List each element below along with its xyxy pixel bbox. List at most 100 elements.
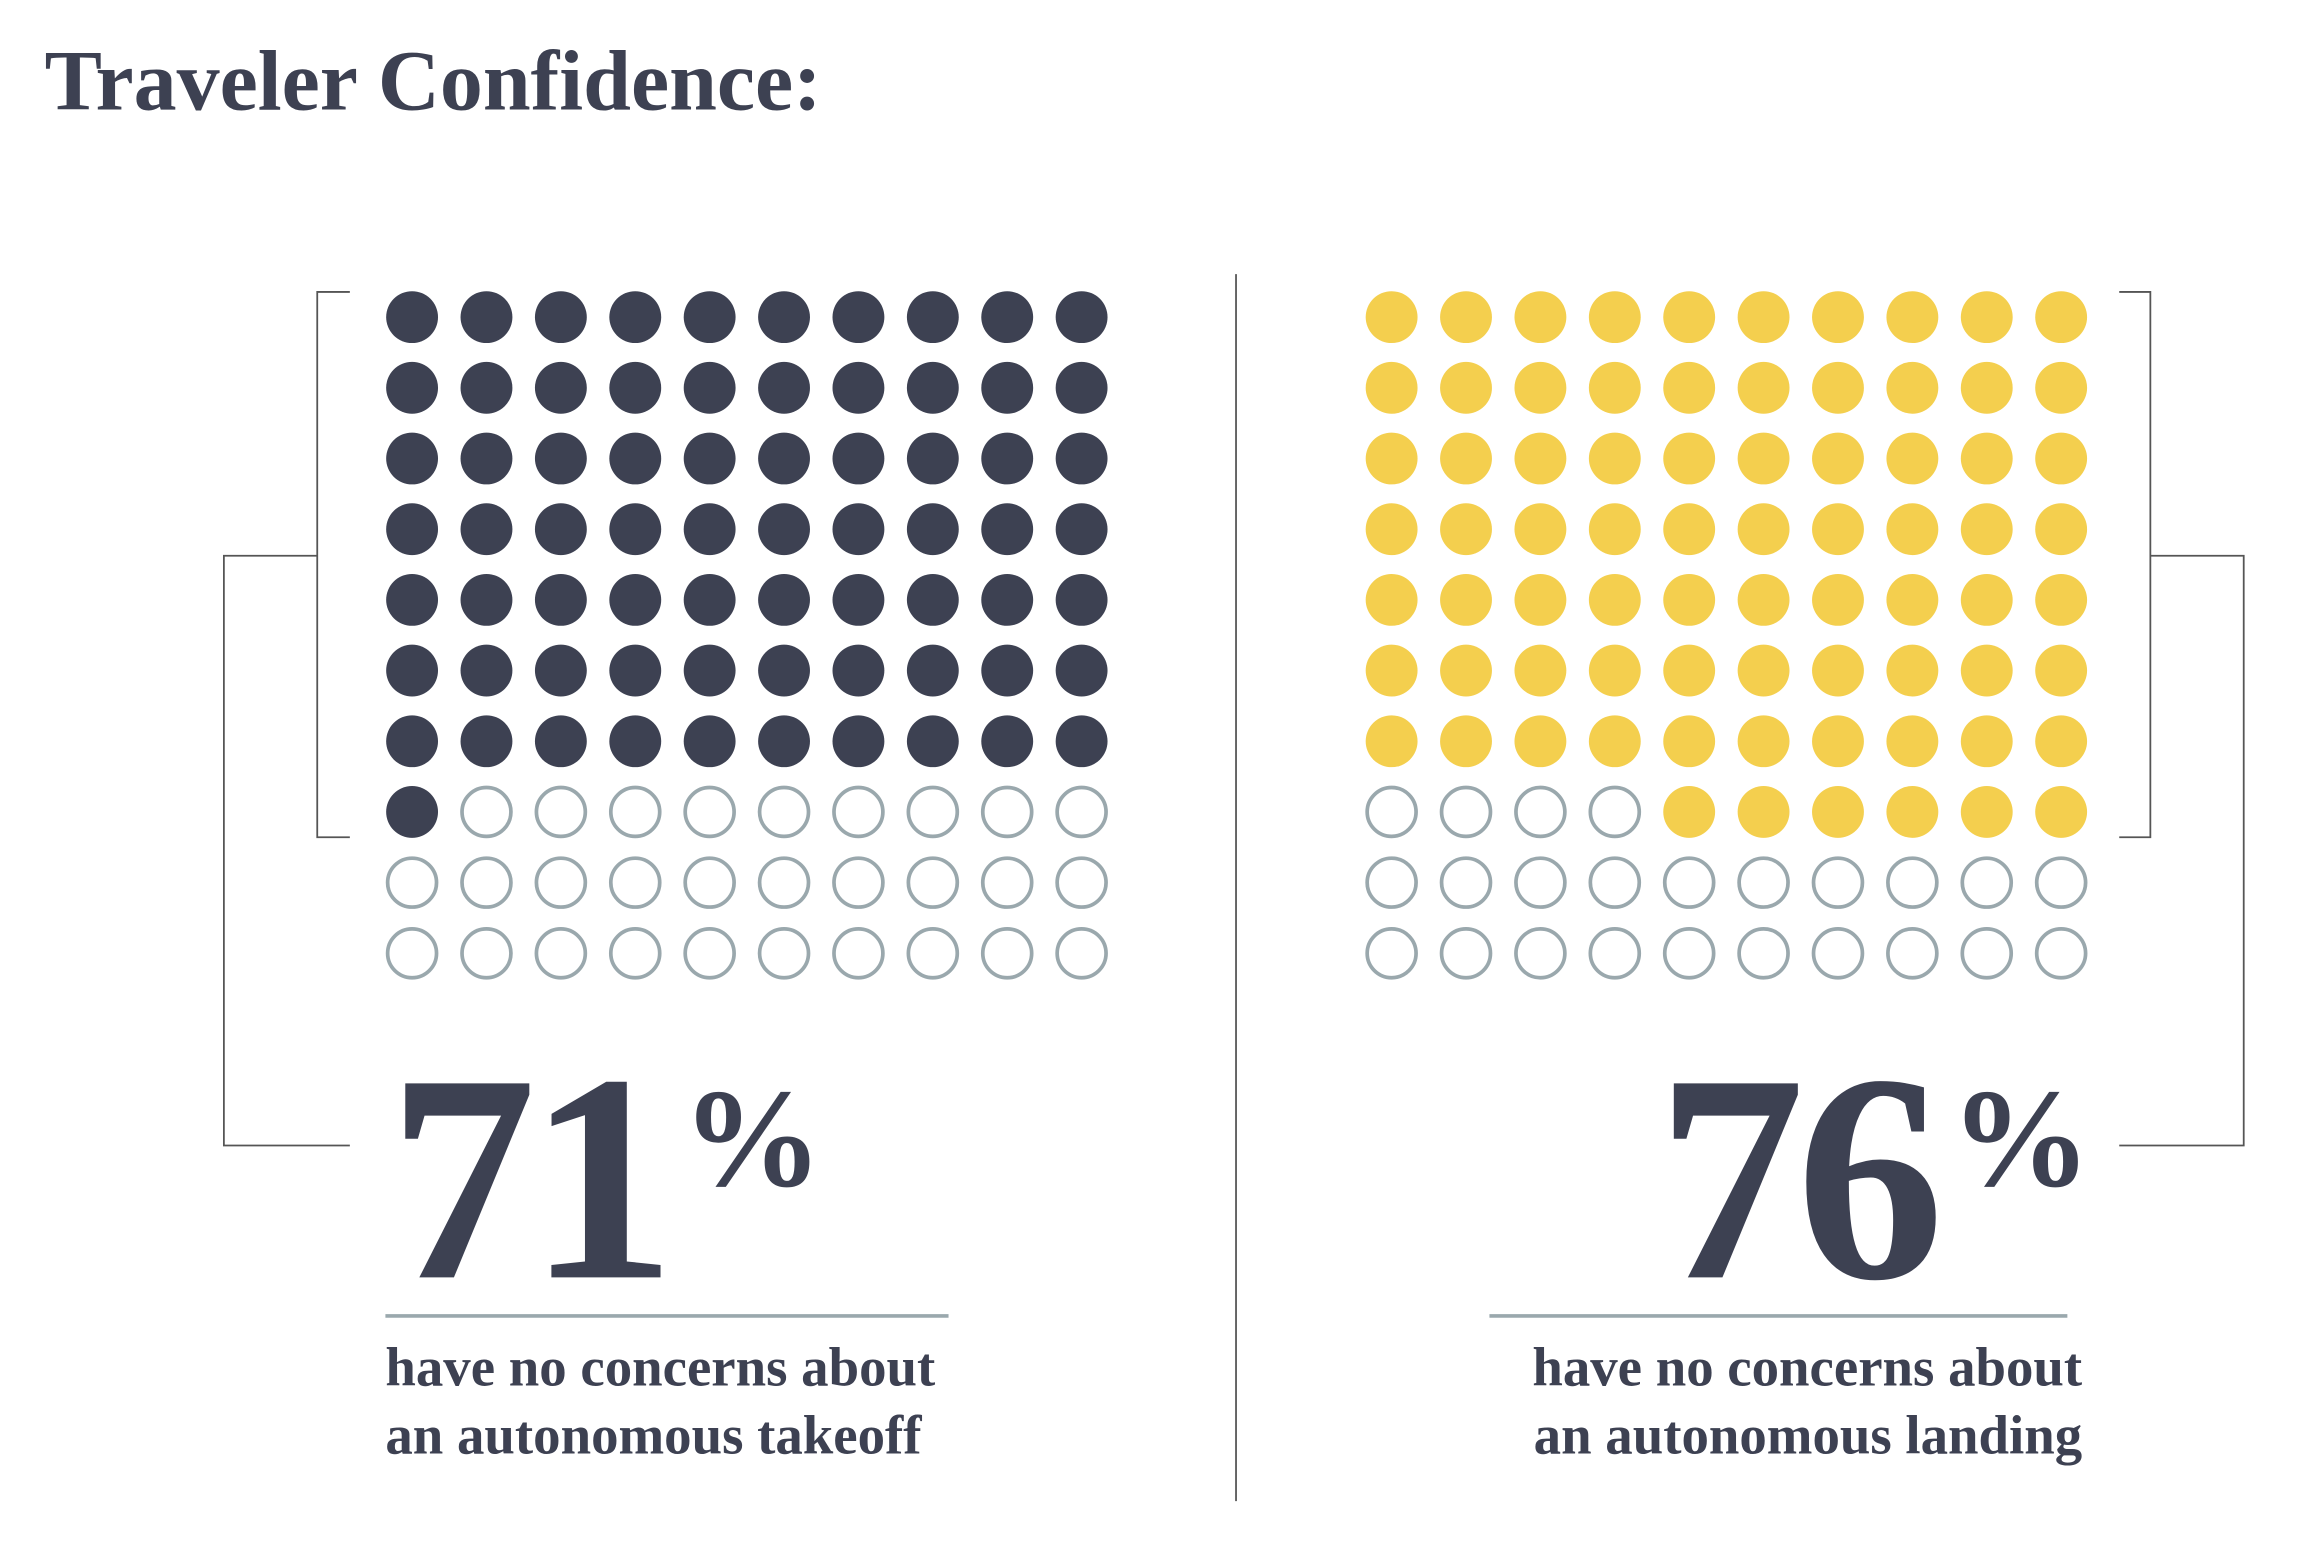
filled-dot	[1365, 432, 1418, 485]
filled-dot	[534, 432, 587, 485]
filled-dot	[1812, 786, 1864, 838]
empty-dot	[385, 927, 439, 980]
filled-dot	[1737, 786, 1790, 838]
empty-dot	[683, 785, 736, 839]
filled-dot	[1440, 503, 1492, 556]
connector	[2119, 554, 2245, 1147]
connector	[222, 554, 350, 1147]
bracket	[2119, 291, 2152, 839]
empty-dot	[906, 927, 960, 980]
filled-dot	[1440, 432, 1492, 485]
filled-dot	[1886, 432, 1939, 485]
filled-dot	[832, 503, 885, 556]
filled-dot	[1737, 644, 1790, 697]
filled-dot	[1365, 503, 1418, 556]
empty-dot	[1365, 785, 1418, 839]
empty-dot	[1811, 856, 1865, 909]
filled-dot	[832, 715, 885, 768]
empty-dot	[2034, 856, 2088, 909]
filled-dot	[460, 644, 513, 697]
filled-dot	[1663, 786, 1716, 838]
filled-dot	[534, 644, 587, 697]
filled-dot	[1440, 573, 1492, 626]
filled-dot	[906, 644, 959, 697]
filled-dot	[1514, 573, 1567, 626]
filled-dot	[1960, 644, 2013, 697]
filled-dot	[832, 644, 885, 697]
filled-dot	[1514, 432, 1567, 485]
filled-dot	[1440, 361, 1492, 414]
filled-dot	[1588, 573, 1641, 626]
empty-dot	[683, 927, 736, 980]
empty-dot	[1055, 927, 1108, 980]
empty-dot	[1055, 785, 1108, 839]
filled-dot	[1663, 644, 1716, 697]
filled-dot	[609, 644, 662, 697]
empty-dot	[460, 856, 513, 909]
empty-dot	[1588, 785, 1642, 839]
empty-dot	[1662, 856, 1716, 909]
filled-dot	[758, 573, 810, 626]
filled-dot	[683, 361, 736, 414]
empty-dot	[1737, 856, 1790, 909]
filled-dot	[2035, 291, 2088, 344]
empty-dot	[1886, 856, 1939, 909]
filled-dot	[1886, 786, 1939, 838]
filled-dot	[1812, 361, 1864, 414]
empty-dot	[1886, 927, 1939, 980]
bracket	[316, 291, 350, 839]
filled-dot	[981, 644, 1034, 697]
filled-dot	[386, 503, 439, 556]
filled-dot	[683, 644, 736, 697]
filled-dot	[1440, 715, 1492, 768]
filled-dot	[832, 361, 885, 414]
filled-dot	[460, 361, 513, 414]
filled-dot	[460, 715, 513, 768]
empty-dot	[757, 856, 811, 909]
empty-dot	[1811, 927, 1865, 980]
filled-dot	[683, 573, 736, 626]
filled-dot	[683, 291, 736, 344]
filled-dot	[2035, 715, 2088, 768]
filled-dot	[1365, 291, 1418, 344]
filled-dot	[460, 432, 513, 485]
empty-dot	[1439, 785, 1493, 839]
filled-dot	[683, 432, 736, 485]
filled-dot	[1055, 715, 1108, 768]
filled-dot	[609, 573, 662, 626]
filled-dot	[1440, 291, 1492, 344]
filled-dot	[1663, 361, 1716, 414]
filled-dot	[758, 715, 810, 768]
empty-dot	[1514, 785, 1567, 839]
filled-dot	[1365, 573, 1418, 626]
filled-dot	[1886, 715, 1939, 768]
filled-dot	[758, 432, 810, 485]
filled-dot	[758, 503, 810, 556]
filled-dot	[906, 432, 959, 485]
empty-dot	[1960, 856, 2014, 909]
filled-dot	[981, 361, 1034, 414]
filled-dot	[758, 361, 810, 414]
filled-dot	[1960, 503, 2013, 556]
filled-dot	[460, 503, 513, 556]
caption: have no concerns about	[1532, 1337, 2083, 1398]
filled-dot	[2035, 432, 2088, 485]
filled-dot	[1514, 361, 1567, 414]
filled-dot	[460, 573, 513, 626]
empty-dot	[1055, 856, 1108, 909]
empty-dot	[608, 927, 662, 980]
empty-dot	[608, 785, 662, 839]
empty-dot	[534, 785, 588, 839]
empty-dot	[906, 856, 960, 909]
percent-value: 76%	[1657, 1014, 2082, 1342]
filled-dot	[1960, 786, 2013, 838]
empty-dot	[1365, 927, 1418, 980]
filled-dot	[981, 291, 1034, 344]
filled-dot	[1514, 291, 1567, 344]
filled-dot	[906, 715, 959, 768]
filled-dot	[534, 503, 587, 556]
filled-dot	[832, 432, 885, 485]
caption: have no concerns about	[385, 1337, 936, 1398]
filled-dot	[1055, 644, 1108, 697]
filled-dot	[1365, 715, 1418, 768]
